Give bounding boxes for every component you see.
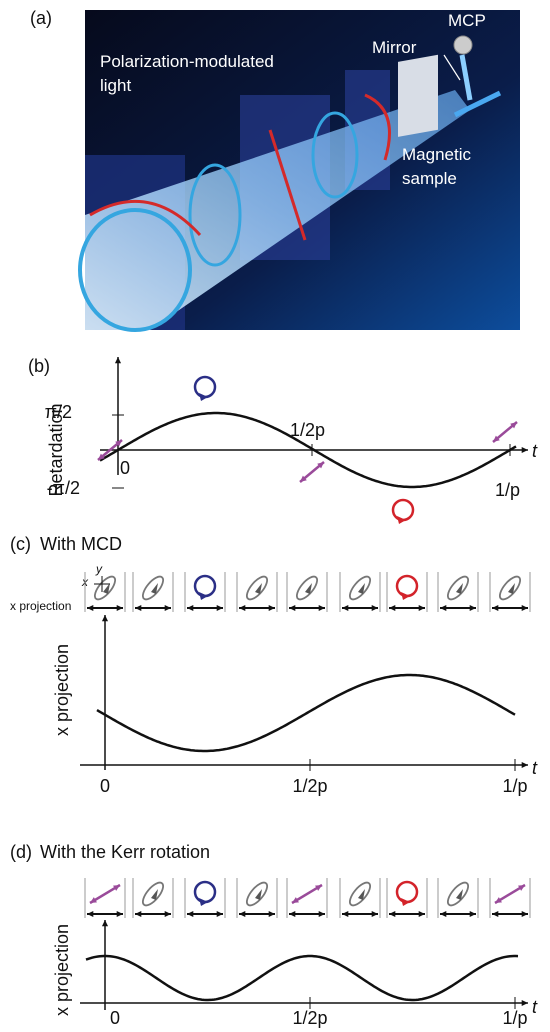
x-projection-arrow-head: [440, 911, 446, 917]
inset-axis: y: [95, 562, 103, 576]
x-projection-arrow-head: [187, 605, 193, 611]
x-projection-arrow-head: [470, 605, 476, 611]
curve: [86, 956, 518, 1000]
x-tick-label: 0: [120, 458, 130, 478]
x-projection-arrow-head: [269, 605, 275, 611]
polarization-ellipse: [444, 573, 471, 602]
polarization-circle: [393, 500, 413, 520]
polarization-circle: [195, 377, 215, 397]
polarization-ellipse: [243, 879, 270, 908]
x-projection-arrow-head: [470, 911, 476, 917]
light-label: Polarization-modulated: [100, 52, 274, 71]
x-projection-arrow-head: [389, 605, 395, 611]
x-projection-arrow-head: [419, 605, 425, 611]
x-projection-arrow-head: [217, 605, 223, 611]
polarization-circle: [195, 576, 215, 596]
x-tick-label: 1/p: [502, 776, 527, 796]
panel-title: With MCD: [40, 534, 122, 554]
x-axis-head: [522, 447, 528, 453]
y-axis-head: [102, 615, 108, 621]
x-projection-arrow-head: [319, 911, 325, 917]
x-axis-label: t: [532, 758, 538, 778]
y-axis-label: x projection: [52, 644, 72, 736]
panel-label: (d): [10, 842, 32, 862]
x-projection-arrow-head: [522, 911, 528, 917]
x-tick-label: 1/p: [495, 480, 520, 500]
x-tick-label: 0: [100, 776, 110, 796]
mcp-label: MCP: [448, 11, 486, 30]
x-projection-arrow-head: [135, 911, 141, 917]
x-projection-arrow-head: [239, 605, 245, 611]
polarization-circle-head: [199, 898, 208, 906]
x-projection-arrow-head: [289, 605, 295, 611]
polarization-circle: [397, 882, 417, 902]
x-projection-arrow-head: [319, 605, 325, 611]
x-projection-arrow-head: [117, 911, 123, 917]
x-projection-arrow-head: [372, 605, 378, 611]
panel-label: (a): [30, 8, 52, 28]
polarization-circle-head: [397, 516, 406, 524]
x-projection-arrow-head: [419, 911, 425, 917]
figure: (a) Polarization-modulated light MCP Mir…: [0, 0, 550, 1032]
page: (a) Polarization-modulated light MCP Mir…: [0, 0, 550, 1032]
y-axis-head: [102, 920, 108, 926]
polarization-ellipse: [243, 573, 270, 602]
x-tick-label: 0: [110, 1008, 120, 1028]
x-projection-arrow-head: [87, 911, 93, 917]
panel-title: With the Kerr rotation: [40, 842, 210, 862]
x-projection-arrow-head: [117, 605, 123, 611]
polarization-circle-head: [401, 592, 410, 600]
x-projection-arrow-head: [187, 911, 193, 917]
y-axis-head: [115, 357, 121, 363]
polarization-ellipse: [346, 573, 373, 602]
light-label: light: [100, 76, 131, 95]
x-projection-arrow-head: [217, 911, 223, 917]
x-projection-arrow-head: [372, 911, 378, 917]
x-projection-arrow-head: [342, 911, 348, 917]
x-axis-head: [522, 762, 528, 768]
x-tick-label: 1/p: [502, 1008, 527, 1028]
x-projection-arrow-head: [269, 911, 275, 917]
x-axis-label: t: [532, 441, 538, 461]
x-projection-arrow-head: [135, 605, 141, 611]
x-axis-head: [522, 1000, 528, 1006]
x-axis-label: t: [532, 997, 538, 1017]
x-projection-arrow-head: [440, 605, 446, 611]
polarization-ellipse: [293, 573, 320, 602]
x-projection-arrow-head: [165, 911, 171, 917]
polarization-ellipse: [496, 573, 523, 602]
polarization-circle-head: [401, 898, 410, 906]
x-projection-arrow-head: [87, 605, 93, 611]
x-tick-label: 1/2p: [290, 420, 325, 440]
x-projection-arrow-head: [165, 605, 171, 611]
mirror-label: Mirror: [372, 38, 417, 57]
polarization-circle-head: [199, 592, 208, 600]
sample-label: Magnetic: [402, 145, 471, 164]
x-tick-label: 1/2p: [292, 1008, 327, 1028]
x-projection-arrow-head: [492, 605, 498, 611]
curve: [97, 675, 515, 751]
sample-label: sample: [402, 169, 457, 188]
x-projection-arrow-head: [289, 911, 295, 917]
x-projection-arrow-head: [342, 605, 348, 611]
y-axis-label: Retardation: [46, 403, 66, 496]
polarization-ellipse: [346, 879, 373, 908]
polarization-circle-head: [199, 393, 208, 401]
polarization-ellipse: [91, 573, 118, 602]
panel-label: (b): [28, 356, 50, 376]
x-projection-arrow-head: [239, 911, 245, 917]
polarization-ellipse: [139, 573, 166, 602]
y-axis-label: x projection: [52, 924, 72, 1016]
row-label: x projection: [10, 599, 71, 613]
polarization-circle: [397, 576, 417, 596]
x-projection-arrow-head: [492, 911, 498, 917]
polarization-ellipse: [444, 879, 471, 908]
panel-label: (c): [10, 534, 31, 554]
x-projection-arrow-head: [389, 911, 395, 917]
polarization-ellipse: [139, 879, 166, 908]
polarization-circle: [195, 882, 215, 902]
x-projection-arrow-head: [522, 605, 528, 611]
x-tick-label: 1/2p: [292, 776, 327, 796]
